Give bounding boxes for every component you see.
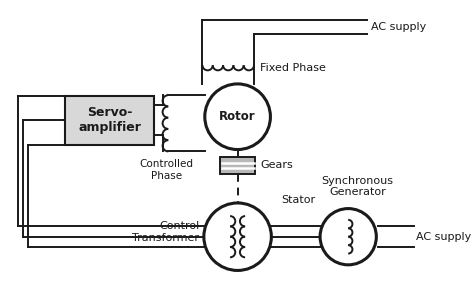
Text: Gears: Gears (259, 160, 292, 170)
Bar (65, 96, 154, 145)
Text: AC supply: AC supply (370, 22, 425, 32)
Text: Control
Transformer: Control Transformer (132, 221, 199, 243)
Text: Rotor: Rotor (219, 110, 256, 123)
Text: Stator: Stator (281, 195, 315, 205)
Text: Controlled
Phase: Controlled Phase (139, 159, 193, 180)
Bar (219, 157, 255, 174)
Text: AC supply: AC supply (415, 232, 470, 242)
Text: Fixed Phase: Fixed Phase (259, 63, 325, 73)
Text: Servo-
amplifier: Servo- amplifier (78, 107, 141, 135)
Text: Synchronous
Generator: Synchronous Generator (321, 176, 393, 197)
